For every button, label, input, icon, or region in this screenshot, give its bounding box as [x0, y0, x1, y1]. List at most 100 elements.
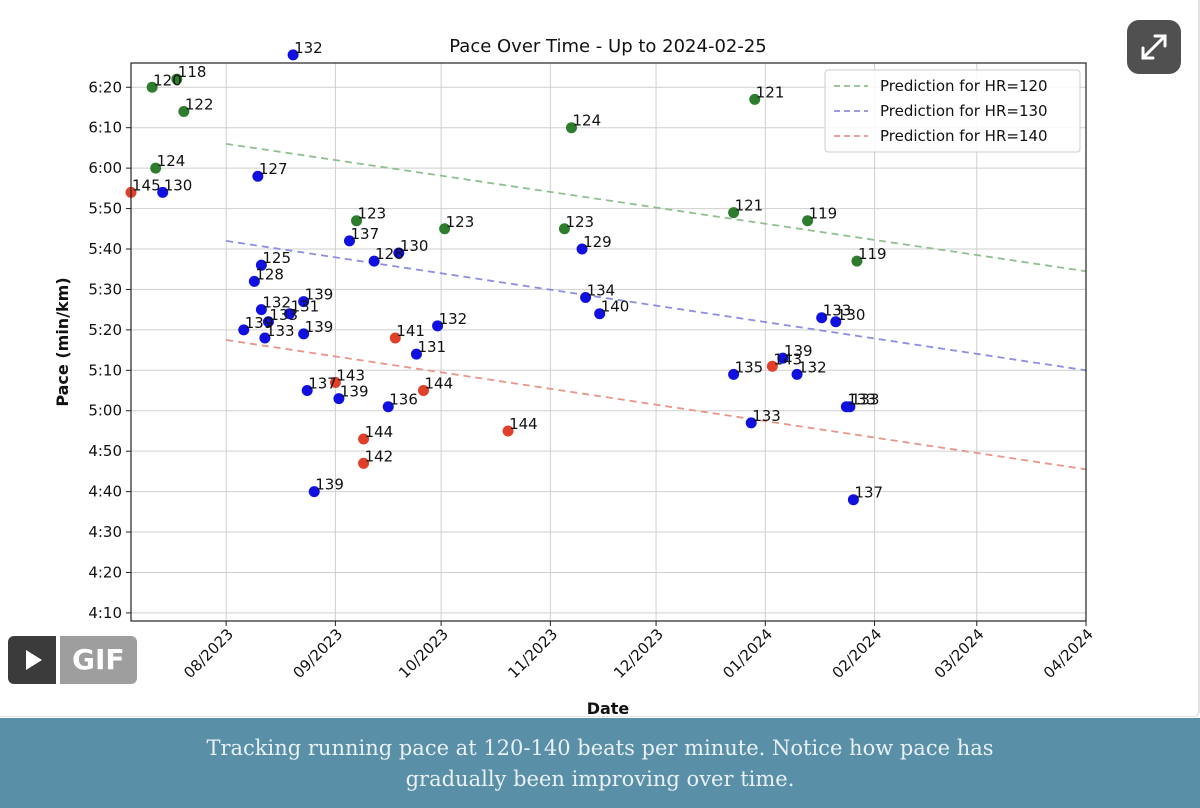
y-tick-label: 5:30	[88, 280, 122, 298]
point-label: 128	[255, 265, 284, 283]
point-label: 122	[185, 96, 214, 114]
point-labels: 1451201181221241301271251281321331391331…	[132, 39, 887, 502]
data-point	[329, 376, 341, 388]
data-point	[284, 308, 296, 320]
data-point	[343, 235, 355, 247]
chart-title: Pace Over Time - Up to 2024-02-25	[449, 36, 767, 57]
data-point	[410, 348, 422, 360]
data-point	[255, 304, 267, 316]
point-label: 124	[157, 152, 186, 170]
prediction-line-hr-120	[226, 142, 1086, 273]
point-label: 120	[153, 71, 182, 89]
data-point	[146, 81, 158, 93]
point-label: 119	[858, 245, 887, 263]
x-tick-label: 09/2023	[289, 625, 346, 682]
point-label: 135	[735, 358, 764, 376]
data-point	[728, 368, 740, 380]
plot-frame	[130, 62, 1087, 622]
data-point	[150, 162, 162, 174]
point-label: 144	[424, 375, 453, 393]
point-label: 133	[847, 391, 876, 409]
pace-scatter-chart: 1451201181221241301271251281321331391331…	[53, 36, 1097, 716]
data-point	[171, 73, 183, 85]
data-point	[816, 312, 828, 324]
point-label: 137	[350, 225, 379, 243]
play-icon[interactable]	[8, 636, 56, 684]
point-label: 131	[417, 338, 446, 356]
data-point	[238, 324, 250, 336]
point-label: 143	[773, 350, 802, 368]
point-label: 133	[266, 322, 295, 340]
point-label: 141	[396, 322, 425, 340]
point-label: 133	[752, 407, 781, 425]
legend-entry: Prediction for HR=130	[880, 102, 1048, 120]
data-point	[844, 401, 856, 413]
point-label: 127	[259, 160, 288, 178]
data-point	[301, 385, 313, 397]
data-point	[847, 494, 859, 506]
data-point	[389, 332, 401, 344]
point-label: 128	[375, 245, 404, 263]
data-point	[851, 255, 863, 267]
point-label: 145	[132, 176, 161, 194]
point-label: 136	[389, 391, 418, 409]
legend-box	[824, 69, 1081, 153]
data-point	[308, 486, 320, 498]
data-point	[830, 316, 842, 328]
y-tick-label: 6:20	[88, 78, 122, 96]
point-label: 132	[294, 39, 323, 57]
point-label: 129	[583, 233, 612, 251]
data-point	[248, 275, 260, 287]
y-tick-label: 5:20	[88, 321, 122, 339]
data-point	[298, 296, 310, 308]
data-point	[432, 320, 444, 332]
expand-arrows-icon	[1141, 34, 1167, 60]
point-label: 133	[269, 306, 298, 324]
point-label: 134	[587, 282, 616, 300]
point-label: 137	[854, 484, 883, 502]
x-tick-label: 10/2023	[395, 625, 452, 682]
expand-button[interactable]	[1127, 20, 1181, 74]
x-tick-label: 02/2024	[829, 625, 886, 682]
x-tick-label: 03/2024	[931, 625, 988, 682]
x-tick-label: 08/2023	[180, 625, 237, 682]
point-label: 142	[365, 447, 394, 465]
data-point	[255, 259, 267, 271]
caption-line-1: Tracking running pace at 120-140 beats p…	[206, 736, 994, 760]
point-label: 139	[784, 342, 813, 360]
data-point	[802, 215, 814, 227]
data-point	[417, 385, 429, 397]
data-point	[358, 457, 370, 469]
data-point	[502, 425, 514, 437]
point-label: 139	[305, 286, 334, 304]
data-point	[576, 243, 588, 255]
y-tick-label: 6:00	[88, 159, 122, 177]
point-label: 133	[851, 391, 880, 409]
data-point	[358, 433, 370, 445]
data-points	[125, 49, 863, 506]
legend-entry: Prediction for HR=120	[880, 77, 1048, 95]
point-label: 124	[572, 112, 601, 130]
data-point	[368, 255, 380, 267]
y-tick-label: 4:50	[88, 442, 122, 460]
point-label: 130	[164, 176, 193, 194]
y-axis-ticks: 4:10 4:20 4:30 4:40 4:50 5:00 5:10 5:20 5:30 5:40…	[88, 78, 131, 622]
data-point	[351, 215, 363, 227]
y-tick-label: 4:40	[88, 483, 122, 501]
gif-label: GIF	[60, 636, 137, 684]
y-tick-label: 4:30	[88, 523, 122, 541]
point-label: 143	[336, 366, 365, 384]
point-label: 118	[178, 63, 207, 81]
data-point	[382, 401, 394, 413]
y-tick-label: 5:10	[88, 361, 122, 379]
y-tick-label: 6:10	[88, 119, 122, 137]
gif-badge[interactable]: GIF	[8, 636, 137, 684]
data-point	[594, 308, 606, 320]
point-label: 123	[565, 213, 594, 231]
legend-entry: Prediction for HR=140	[880, 127, 1048, 145]
point-label: 139	[245, 314, 274, 332]
x-tick-label: 04/2024	[1040, 625, 1097, 682]
y-tick-label: 4:20	[88, 563, 122, 581]
y-axis-label: Pace (min/km)	[53, 277, 72, 406]
y-tick-label: 5:00	[88, 402, 122, 420]
